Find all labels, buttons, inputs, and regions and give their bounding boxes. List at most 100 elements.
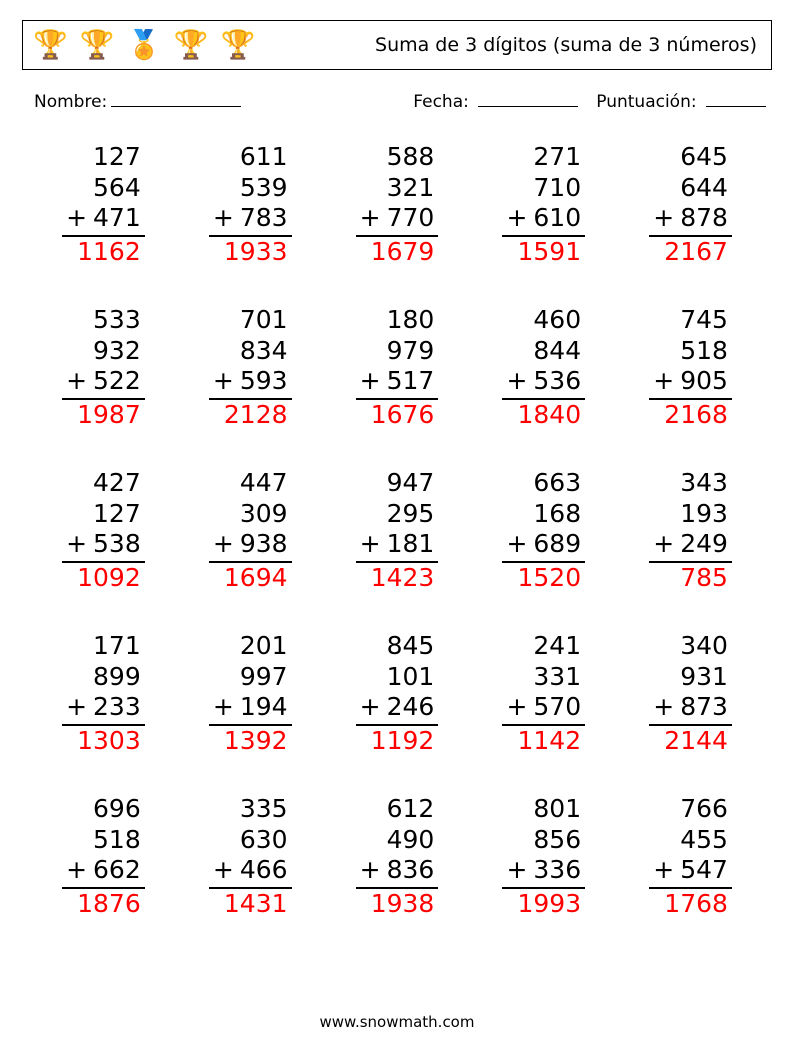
addend-2: 630 (209, 825, 292, 856)
plus-operator: + (506, 203, 533, 234)
problem-box: 201997+1941392 (209, 631, 292, 756)
addend-2: 834 (209, 336, 292, 367)
addend-1: 611 (209, 142, 292, 173)
addend-3-row: +517 (356, 366, 439, 400)
problem-box: 645644+8782167 (649, 142, 732, 267)
answer: 1694 (209, 563, 292, 594)
addend-1: 766 (649, 794, 732, 825)
addend-3: 570 (533, 692, 581, 723)
addend-3-row: +938 (209, 529, 292, 563)
addend-3: 336 (533, 855, 581, 886)
problem: 845101+2461192 (324, 631, 471, 756)
answer: 1591 (502, 237, 585, 268)
worksheet-page: 🏆 🏆 🏅 🏆 🏆 Suma de 3 dígitos (suma de 3 n… (0, 0, 794, 1053)
addend-3: 689 (533, 529, 581, 560)
answer: 1431 (209, 889, 292, 920)
answer: 2144 (649, 726, 732, 757)
addend-3-row: +770 (356, 203, 439, 237)
worksheet-title: Suma de 3 dígitos (suma de 3 números) (375, 34, 757, 56)
addend-2: 295 (356, 499, 439, 530)
addend-1: 201 (209, 631, 292, 662)
addend-3-row: +783 (209, 203, 292, 237)
info-line: Nombre: Fecha: Puntuación: (22, 92, 772, 112)
plus-operator: + (506, 855, 533, 886)
addend-3-row: +466 (209, 855, 292, 889)
plus-operator: + (506, 366, 533, 397)
score-field: Puntuación: (596, 92, 766, 112)
problem: 588321+7701679 (324, 142, 471, 267)
name-label: Nombre: (34, 92, 107, 112)
addend-2: 101 (356, 662, 439, 693)
addend-2: 518 (649, 336, 732, 367)
answer: 1676 (356, 400, 439, 431)
trophy-row: 🏆 🏆 🏅 🏆 🏆 (33, 31, 255, 59)
plus-operator: + (506, 529, 533, 560)
answer: 1423 (356, 563, 439, 594)
addend-3-row: +536 (502, 366, 585, 400)
plus-operator: + (360, 855, 387, 886)
problem: 180979+5171676 (324, 305, 471, 430)
trophy-icon: 🏆 (221, 31, 256, 59)
addend-3: 593 (240, 366, 288, 397)
answer: 1933 (209, 237, 292, 268)
footer: www.snowmath.com (0, 1013, 794, 1031)
problem: 766455+5471768 (617, 794, 764, 919)
addend-2: 644 (649, 173, 732, 204)
addend-2: 127 (62, 499, 145, 530)
addend-1: 701 (209, 305, 292, 336)
medal-icon: 🏅 (127, 31, 162, 59)
problem-box: 663168+6891520 (502, 468, 585, 593)
problem: 947295+1811423 (324, 468, 471, 593)
problem-box: 447309+9381694 (209, 468, 292, 593)
addend-1: 180 (356, 305, 439, 336)
problem-box: 271710+6101591 (502, 142, 585, 267)
problem-box: 460844+5361840 (502, 305, 585, 430)
addend-1: 343 (649, 468, 732, 499)
problem: 427127+5381092 (30, 468, 177, 593)
addend-3-row: +593 (209, 366, 292, 400)
addend-1: 645 (649, 142, 732, 173)
plus-operator: + (653, 366, 680, 397)
addend-1: 127 (62, 142, 145, 173)
date-label: Fecha: (413, 92, 469, 112)
problem-box: 241331+5701142 (502, 631, 585, 756)
addend-1: 745 (649, 305, 732, 336)
addend-3: 836 (387, 855, 435, 886)
addend-1: 588 (356, 142, 439, 173)
addend-3: 662 (93, 855, 141, 886)
addend-3-row: +610 (502, 203, 585, 237)
problem: 533932+5221987 (30, 305, 177, 430)
addend-3: 538 (93, 529, 141, 560)
problem-box: 340931+8732144 (649, 631, 732, 756)
plus-operator: + (653, 203, 680, 234)
problem-box: 611539+7831933 (209, 142, 292, 267)
addend-1: 271 (502, 142, 585, 173)
plus-operator: + (213, 529, 240, 560)
problem: 335630+4661431 (177, 794, 324, 919)
problem: 696518+6621876 (30, 794, 177, 919)
addend-3-row: +547 (649, 855, 732, 889)
trophy-icon: 🏆 (33, 31, 68, 59)
problem-box: 180979+5171676 (356, 305, 439, 430)
addend-3: 878 (680, 203, 728, 234)
name-blank (111, 106, 241, 107)
addend-3: 770 (387, 203, 435, 234)
addend-2: 193 (649, 499, 732, 530)
problem: 612490+8361938 (324, 794, 471, 919)
answer: 1987 (62, 400, 145, 431)
addend-1: 427 (62, 468, 145, 499)
problem-box: 343193+249785 (649, 468, 732, 593)
score-blank (706, 106, 766, 107)
problem: 745518+9052168 (617, 305, 764, 430)
addend-3: 610 (533, 203, 581, 234)
answer: 1938 (356, 889, 439, 920)
addend-1: 460 (502, 305, 585, 336)
problem: 241331+5701142 (470, 631, 617, 756)
addend-3: 547 (680, 855, 728, 886)
addend-3-row: +878 (649, 203, 732, 237)
problem: 447309+9381694 (177, 468, 324, 593)
addend-3-row: +249 (649, 529, 732, 563)
problem-box: 766455+5471768 (649, 794, 732, 919)
addend-3-row: +336 (502, 855, 585, 889)
problem-box: 612490+8361938 (356, 794, 439, 919)
